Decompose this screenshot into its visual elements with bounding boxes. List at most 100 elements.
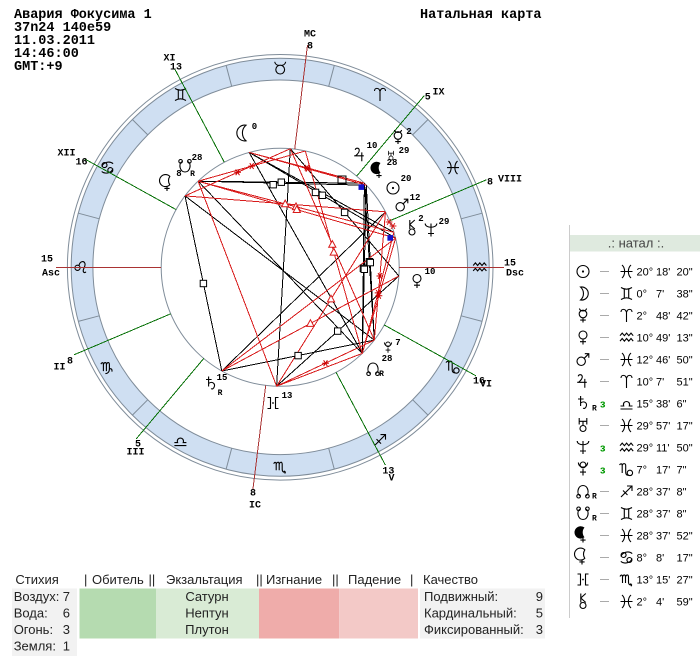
svg-text:V: V <box>388 474 394 485</box>
svg-text:2: 2 <box>406 127 411 137</box>
svg-text:15': 15' <box>656 575 670 587</box>
svg-text:0°: 0° <box>637 289 648 301</box>
svg-text:13: 13 <box>282 391 293 401</box>
svg-text:7': 7' <box>656 289 664 301</box>
svg-text:R: R <box>190 170 195 179</box>
svg-text:з: з <box>600 465 606 477</box>
svg-text:7: 7 <box>395 338 400 348</box>
svg-text:Экзальтация: Экзальтация <box>166 572 243 587</box>
svg-text:9: 9 <box>536 589 543 604</box>
svg-text:MC: MC <box>304 30 316 41</box>
svg-text:37': 37' <box>656 509 670 521</box>
svg-text:Dsc: Dsc <box>506 269 524 280</box>
svg-text:3: 3 <box>536 622 543 637</box>
svg-text:III: III <box>126 448 144 459</box>
svg-text:2°: 2° <box>637 597 648 609</box>
svg-text:Земля:: Земля: <box>14 639 56 654</box>
svg-text:16: 16 <box>75 158 87 169</box>
svg-text:18': 18' <box>656 267 670 279</box>
svg-text:5: 5 <box>536 606 543 621</box>
svg-text:5: 5 <box>425 93 431 104</box>
svg-text:Качество: Качество <box>423 572 478 587</box>
svg-text:10°: 10° <box>637 333 654 345</box>
svg-text:3: 3 <box>63 622 70 637</box>
svg-text:20: 20 <box>401 174 412 184</box>
svg-text:57': 57' <box>656 421 670 433</box>
svg-text:8: 8 <box>176 169 181 179</box>
svg-text:Натальная карта: Натальная карта <box>420 8 542 23</box>
svg-text:37': 37' <box>656 531 670 543</box>
svg-text:10: 10 <box>425 267 436 277</box>
svg-text:8': 8' <box>656 553 664 565</box>
svg-text:11.03.2011: 11.03.2011 <box>14 34 95 49</box>
svg-text:Огонь:: Огонь: <box>14 622 53 637</box>
svg-text:Падение: Падение <box>348 572 401 587</box>
svg-text:VI: VI <box>480 380 492 391</box>
svg-text:Вода:: Вода: <box>14 606 48 621</box>
svg-text:28: 28 <box>192 153 203 163</box>
svg-text:13°: 13° <box>637 575 654 587</box>
svg-text:8": 8" <box>677 509 687 521</box>
svg-text:Кардинальный:: Кардинальный: <box>424 606 517 621</box>
svg-text:28: 28 <box>382 354 393 364</box>
svg-text:R: R <box>592 515 597 524</box>
svg-text:28°: 28° <box>637 487 654 499</box>
svg-text:20°: 20° <box>637 267 654 279</box>
svg-text:Фиксированный:: Фиксированный: <box>424 622 524 637</box>
svg-text:14:46:00: 14:46:00 <box>14 47 79 62</box>
svg-text:Сатурн: Сатурн <box>185 589 228 604</box>
svg-text:Подвижный:: Подвижный: <box>424 589 498 604</box>
svg-text:50": 50" <box>677 443 693 455</box>
svg-text:Стихия: Стихия <box>15 572 58 587</box>
svg-text:8: 8 <box>250 489 256 500</box>
svg-text:.: натал :.: .: натал :. <box>608 236 664 251</box>
svg-text:16: 16 <box>473 377 485 388</box>
svg-text:28: 28 <box>387 158 398 168</box>
svg-text:29°: 29° <box>637 443 654 455</box>
svg-text:37n24 140e59: 37n24 140e59 <box>14 21 111 36</box>
svg-text:7': 7' <box>656 377 664 389</box>
svg-text:0: 0 <box>252 122 257 132</box>
svg-text:38": 38" <box>677 289 693 301</box>
svg-text:48': 48' <box>656 311 670 323</box>
svg-text:1: 1 <box>63 639 70 654</box>
svg-text:II: II <box>53 363 65 374</box>
svg-text:VIII: VIII <box>498 175 522 186</box>
svg-text:12°: 12° <box>637 355 654 367</box>
svg-text:17': 17' <box>656 465 670 477</box>
svg-text:59": 59" <box>677 597 693 609</box>
svg-text:||: || <box>332 572 339 587</box>
svg-text:29: 29 <box>439 217 450 227</box>
svg-text:|: | <box>410 572 413 587</box>
svg-text:46': 46' <box>656 355 670 367</box>
svg-text:4': 4' <box>656 597 664 609</box>
svg-text:10°: 10° <box>637 377 654 389</box>
svg-text:7: 7 <box>63 589 70 604</box>
svg-text:12: 12 <box>410 193 421 203</box>
svg-text:15°: 15° <box>637 399 654 411</box>
svg-text:8: 8 <box>307 42 313 53</box>
svg-text:17": 17" <box>677 421 693 433</box>
svg-text:49': 49' <box>656 333 670 345</box>
svg-text:Авария Фокусима 1: Авария Фокусима 1 <box>14 8 152 23</box>
svg-text:R: R <box>218 389 223 398</box>
svg-text:28°: 28° <box>637 509 654 521</box>
svg-text:7": 7" <box>677 465 687 477</box>
svg-text:||: || <box>149 572 156 587</box>
svg-text:|: | <box>84 572 87 587</box>
svg-text:XII: XII <box>57 149 75 160</box>
svg-text:28°: 28° <box>637 531 654 543</box>
svg-text:27": 27" <box>677 575 693 587</box>
svg-text:37': 37' <box>656 487 670 499</box>
svg-text:15: 15 <box>41 255 53 266</box>
svg-text:15: 15 <box>217 373 228 383</box>
svg-text:10: 10 <box>367 141 378 151</box>
svg-text:2°: 2° <box>637 311 648 323</box>
svg-text:Нептун: Нептун <box>185 606 228 621</box>
svg-text:IC: IC <box>249 501 261 512</box>
svg-text:8°: 8° <box>637 553 648 565</box>
svg-text:6: 6 <box>63 606 70 621</box>
svg-text:R: R <box>592 405 597 414</box>
svg-text:17": 17" <box>677 553 693 565</box>
svg-text:7°: 7° <box>637 465 648 477</box>
